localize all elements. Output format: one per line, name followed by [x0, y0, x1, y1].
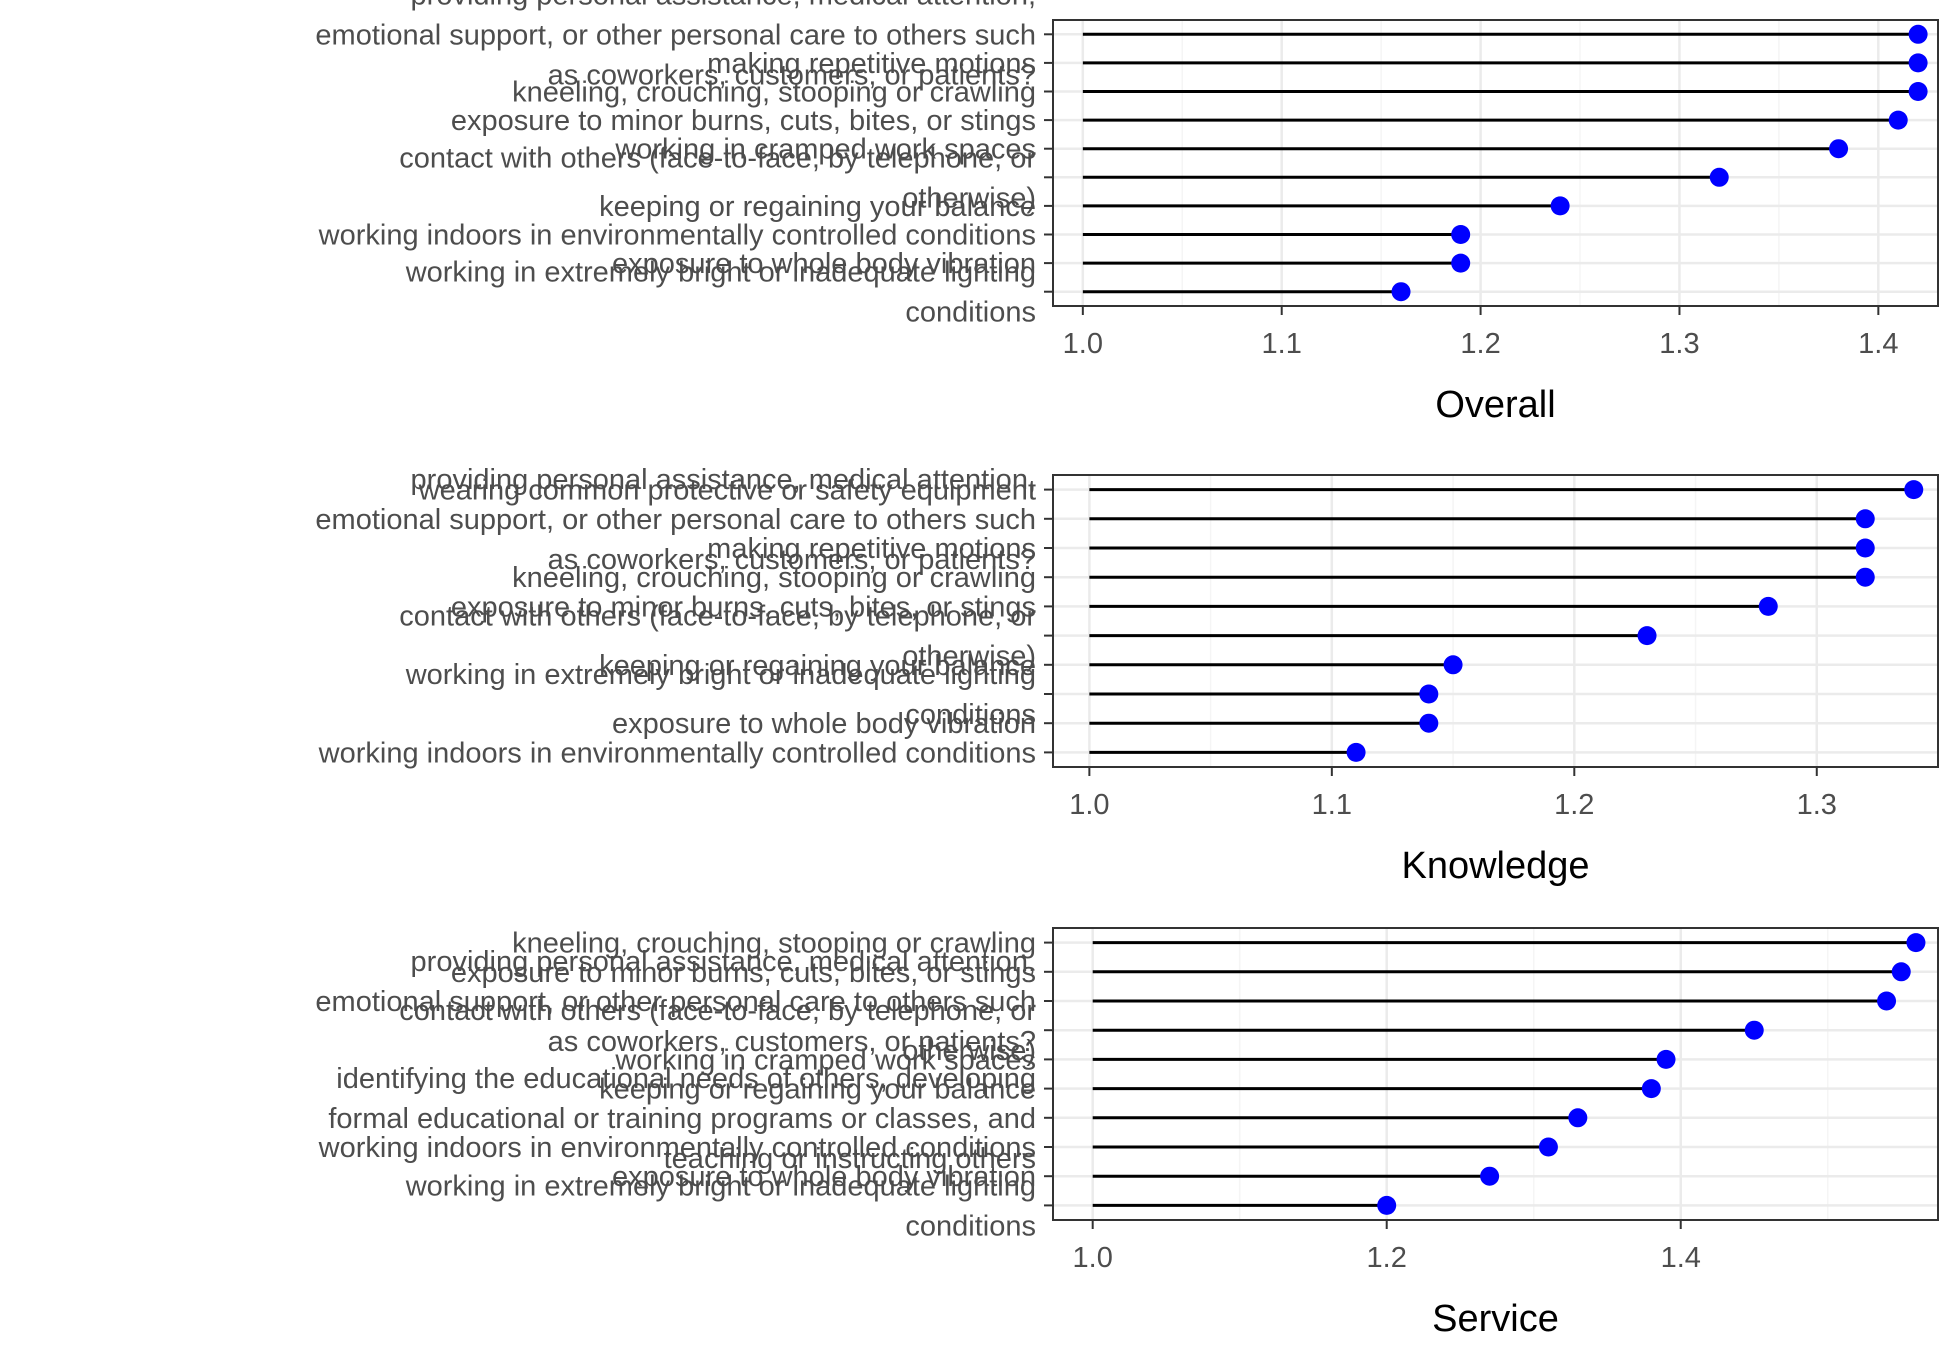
category-label: keeping or regaining your balance — [599, 650, 1036, 682]
x-tick-label: 1.2 — [1460, 328, 1500, 360]
category-label: providing personal assistance, medical a… — [315, 946, 1036, 1058]
lollipop-point — [1391, 282, 1411, 302]
lollipop-point — [1443, 655, 1463, 675]
panel-background — [1053, 20, 1938, 306]
lollipop-point — [1550, 196, 1570, 216]
category-label: kneeling, crouching, stooping or crawlin… — [512, 77, 1036, 109]
x-tick-label: 1.4 — [1858, 328, 1898, 360]
category-label: exposure to minor burns, cuts, bites, or… — [451, 957, 1036, 989]
category-label: contact with others (face-to-face, by te… — [399, 142, 1036, 214]
lollipop-point — [1568, 1108, 1588, 1128]
lollipop-point — [1641, 1079, 1661, 1099]
panel-border — [1052, 19, 1939, 307]
lollipop-point — [1877, 991, 1897, 1011]
category-label: exposure to whole body vibration — [612, 1161, 1036, 1193]
x-axis-title: Knowledge — [1401, 845, 1589, 887]
category-label: exposure to minor burns, cuts, bites, or… — [451, 105, 1036, 137]
category-label: keeping or regaining your balance — [599, 191, 1036, 223]
category-label: working indoors in environmentally contr… — [318, 737, 1036, 769]
lollipop-point — [1829, 139, 1849, 159]
lollipop-point — [1908, 82, 1928, 101]
chart-panel-knowledge: wearing common protective or safety equi… — [315, 464, 1939, 887]
category-label: working in extremely bright or inadequat… — [405, 257, 1036, 329]
lollipop-point — [1855, 567, 1875, 587]
lollipop-point — [1744, 1020, 1764, 1040]
panel-border — [1052, 927, 1939, 1221]
category-label: exposure to whole body vibration — [612, 708, 1036, 740]
category-label: kneeling, crouching, stooping or crawlin… — [512, 928, 1036, 960]
category-label: identifying the educational needs of oth… — [328, 1063, 1036, 1175]
category-label: working in cramped work spaces — [614, 1044, 1036, 1076]
lollipop-point — [1480, 1166, 1500, 1186]
category-label: providing personal assistance, medical a… — [315, 0, 1036, 91]
lollipop-point — [1904, 480, 1924, 500]
lollipop-point — [1888, 110, 1908, 130]
category-label: working indoors in environmentally contr… — [318, 220, 1036, 252]
category-label: exposure to minor burns, cuts, bites, or… — [451, 591, 1036, 623]
x-tick-label: 1.0 — [1073, 1242, 1113, 1274]
category-label: working in cramped work spaces — [614, 134, 1036, 166]
x-tick-label: 1.4 — [1661, 1242, 1701, 1274]
x-tick-label: 1.1 — [1312, 789, 1352, 821]
x-tick-label: 1.0 — [1069, 789, 1109, 821]
lollipop-point — [1855, 538, 1875, 558]
lollipop-point — [1419, 713, 1439, 733]
category-label: working in extremely bright or inadequat… — [405, 659, 1036, 731]
category-label: working indoors in environmentally contr… — [318, 1132, 1036, 1164]
lollipop-point — [1908, 24, 1928, 44]
chart-panel-overall: providing personal assistance, medical a… — [315, 0, 1939, 426]
x-tick-label: 1.1 — [1262, 328, 1302, 360]
lollipop-point — [1451, 253, 1471, 273]
lollipop-point — [1377, 1195, 1397, 1215]
x-tick-label: 1.3 — [1797, 789, 1837, 821]
x-tick-label: 1.2 — [1554, 789, 1594, 821]
category-label: kneeling, crouching, stooping or crawlin… — [512, 562, 1036, 594]
lollipop-point — [1709, 167, 1729, 187]
category-label: making repetitive motions — [707, 48, 1036, 80]
category-label: keeping or regaining your balance — [599, 1074, 1036, 1106]
lollipop-point — [1906, 933, 1926, 953]
category-label: contact with others (face-to-face, by te… — [399, 995, 1036, 1067]
category-label: working in extremely bright or inadequat… — [405, 1170, 1036, 1242]
x-tick-label: 1.2 — [1367, 1242, 1407, 1274]
chart-panel-service: kneeling, crouching, stooping or crawlin… — [315, 927, 1939, 1340]
lollipop-point — [1891, 962, 1911, 982]
x-tick-label: 1.3 — [1659, 328, 1699, 360]
lollipop-point — [1419, 684, 1439, 704]
lollipop-point — [1908, 53, 1928, 73]
lollipop-point — [1538, 1137, 1558, 1157]
category-label: contact with others (face-to-face, by te… — [399, 601, 1036, 673]
lollipop-point — [1637, 626, 1657, 646]
lollipop-point — [1758, 596, 1778, 616]
panel-background — [1053, 475, 1938, 767]
x-axis-title: Service — [1432, 1298, 1559, 1340]
lollipop-point — [1855, 509, 1875, 529]
lollipop-point — [1346, 742, 1366, 762]
category-label: wearing common protective or safety equi… — [418, 475, 1036, 507]
x-axis-title: Overall — [1435, 384, 1555, 426]
x-tick-label: 1.0 — [1063, 328, 1103, 360]
lollipop-point — [1656, 1049, 1676, 1069]
category-label: exposure to whole body vibration — [612, 248, 1036, 280]
category-label: providing personal assistance, medical a… — [315, 464, 1036, 576]
lollipop-point — [1451, 225, 1471, 244]
category-label: making repetitive motions — [707, 533, 1036, 565]
panel-border — [1052, 474, 1939, 768]
